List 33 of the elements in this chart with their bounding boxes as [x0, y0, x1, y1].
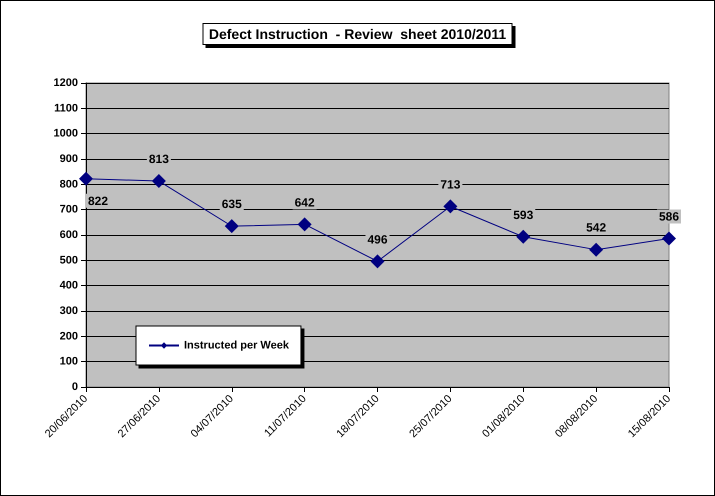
y-tick-label: 100 [60, 356, 78, 368]
point [589, 242, 604, 257]
point [79, 172, 93, 186]
legend-label: Instructed per Week [184, 340, 290, 352]
point [224, 219, 239, 234]
point [370, 254, 384, 268]
y-tick-label: 700 [60, 204, 78, 216]
y-tick-label: 900 [60, 153, 78, 165]
data-label: 542 [586, 220, 606, 235]
y-tick-label: 1000 [54, 128, 78, 140]
chart-title: Defect Instruction - Review sheet 2010/2011 [208, 26, 506, 42]
point [152, 174, 166, 188]
point [516, 230, 530, 244]
y-tick-label: 200 [60, 330, 78, 342]
point [443, 199, 458, 214]
data-label: 813 [148, 152, 170, 166]
point [298, 217, 312, 232]
y-tick-label: 1100 [54, 102, 78, 114]
data-label: 496 [367, 232, 388, 246]
data-label: 713 [440, 177, 461, 192]
y-tick-label: 600 [60, 229, 78, 241]
data-label: 822 [88, 194, 108, 208]
data-label: 642 [294, 195, 315, 210]
point [662, 232, 676, 246]
y-tick-label: 1200 [54, 77, 78, 89]
y-tick-label: 500 [60, 254, 78, 266]
y-tick-label: 400 [60, 280, 78, 292]
y-tick-label: 0 [72, 381, 78, 393]
data-label: 586 [658, 210, 680, 224]
y-tick-label: 800 [60, 178, 78, 190]
data-label: 593 [513, 208, 534, 222]
data-label: 635 [222, 197, 242, 212]
y-tick-label: 300 [60, 305, 78, 317]
